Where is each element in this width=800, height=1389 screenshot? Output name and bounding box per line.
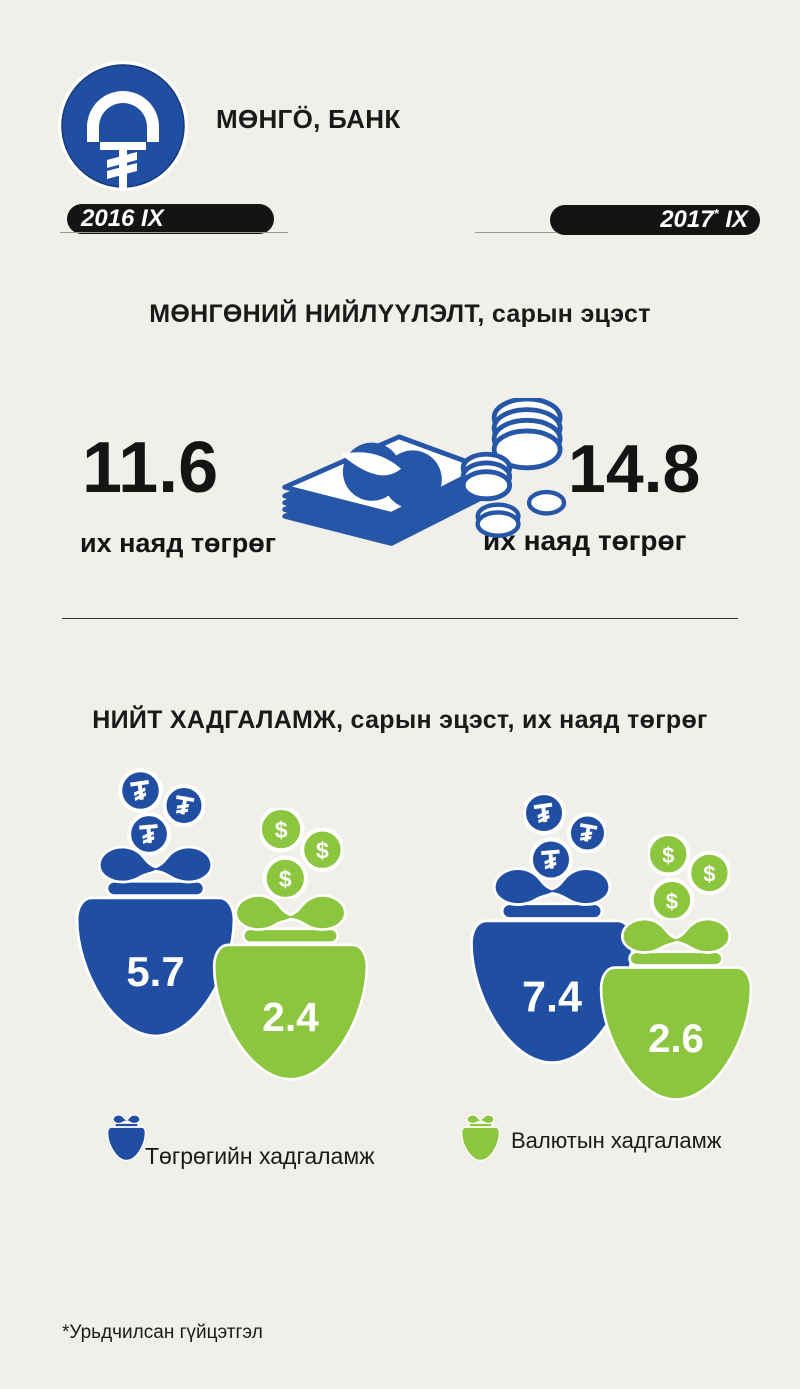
svg-text:$: $	[666, 889, 678, 914]
svg-text:2.6: 2.6	[648, 1017, 704, 1061]
svg-text:7.4: 7.4	[522, 974, 582, 1022]
svg-text:2.4: 2.4	[262, 994, 319, 1040]
svg-text:$: $	[279, 866, 292, 892]
svg-text:$: $	[316, 838, 329, 864]
svg-text:5.7: 5.7	[126, 948, 184, 995]
svg-text:$: $	[662, 843, 674, 868]
svg-text:$: $	[703, 862, 715, 887]
svg-text:$: $	[275, 817, 288, 843]
